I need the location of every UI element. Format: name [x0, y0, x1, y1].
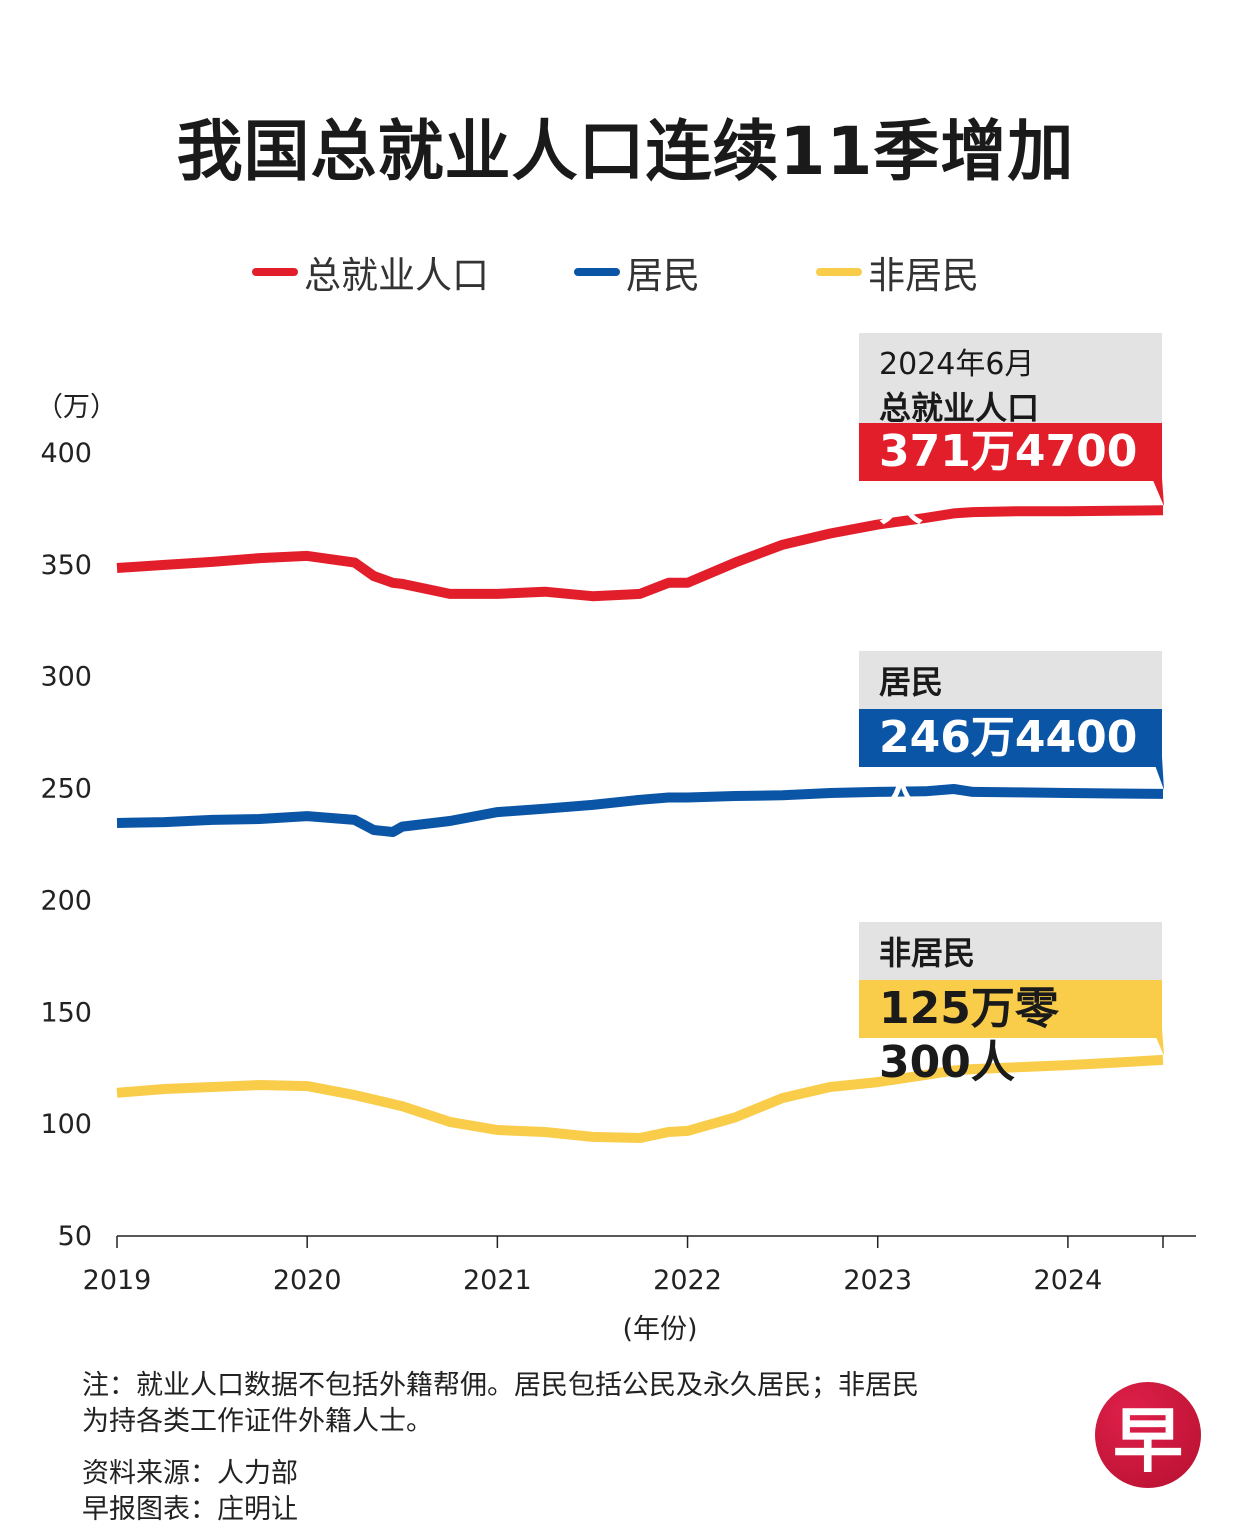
callout-value: 371万4700人: [859, 423, 1162, 531]
y-tick-label: 200: [40, 885, 92, 916]
callout-label: 总就业人口: [879, 389, 1040, 427]
series-line-2: [116, 1054, 1164, 1143]
y-axis-unit: （万）: [36, 392, 117, 423]
callout-value: 125万零300人: [859, 980, 1162, 1088]
x-tick-label: 2019: [83, 1265, 152, 1296]
legend-label: 非居民: [868, 254, 979, 297]
source-text: 资料来源：人力部: [82, 1458, 298, 1489]
y-tick-label: 50: [58, 1221, 92, 1252]
y-tick-label: 150: [40, 997, 92, 1028]
y-tick-label: 250: [40, 774, 92, 805]
y-tick-label: 400: [40, 438, 92, 469]
x-tick-label: 2022: [653, 1265, 722, 1296]
legend-swatch-red: [252, 268, 298, 276]
legend-swatch-yellow: [816, 268, 862, 276]
series-lines: [116, 505, 1164, 1143]
callout-nonresident: 非居民 125万零300人: [859, 922, 1162, 1088]
x-tick-label: 2023: [843, 1265, 912, 1296]
callout-label: 非居民: [879, 934, 976, 972]
callout-pointer: [1152, 478, 1164, 507]
y-tick-label: 350: [40, 550, 92, 581]
credit-text: 早报图表：庄明让: [82, 1494, 298, 1525]
legend-label: 居民: [626, 254, 700, 297]
callout-value: 246万4400人: [859, 709, 1162, 817]
x-tick-label: 2024: [1034, 1265, 1103, 1296]
legend-item-total: 总就业人口: [252, 245, 489, 299]
x-axis-label: (年份): [622, 1314, 697, 1345]
callout-resident: 居民 246万4400人: [859, 651, 1162, 817]
callout-total: 2024年6月 总就业人口 371万4700人: [859, 333, 1162, 531]
zaobao-logo: 早: [1095, 1382, 1201, 1488]
series-line-1: [116, 784, 1164, 837]
note-line: 为持各类工作证件外籍人士。: [82, 1406, 433, 1437]
source-credit: 资料来源：人力部 早报图表：庄明让: [82, 1456, 298, 1528]
chart-title: 我国总就业人口连续11季增加: [176, 113, 1075, 190]
legend-swatch-blue: [574, 268, 620, 276]
y-tick-label: 100: [40, 1109, 92, 1140]
callout-label: 居民: [879, 663, 944, 701]
x-ticks: 2019 2020 2021 2022 2023 2024: [83, 1236, 1164, 1296]
callout-date: 2024年6月: [879, 347, 1035, 382]
x-tick-label: 2021: [463, 1265, 532, 1296]
y-tick-label: 300: [40, 662, 92, 693]
y-ticks: 50 100 150 200 250 300 350 400: [40, 438, 92, 1252]
legend-item-resident: 居民: [574, 245, 700, 299]
footnote: 注：就业人口数据不包括外籍帮佣。居民包括公民及永久居民；非居民 为持各类工作证件…: [82, 1368, 919, 1440]
legend-item-nonresident: 非居民: [816, 245, 979, 299]
series-line-0: [116, 505, 1164, 602]
x-tick-label: 2020: [273, 1265, 342, 1296]
note-line: 注：就业人口数据不包括外籍帮佣。居民包括公民及永久居民；非居民: [82, 1370, 919, 1401]
legend-label: 总就业人口: [304, 254, 489, 297]
